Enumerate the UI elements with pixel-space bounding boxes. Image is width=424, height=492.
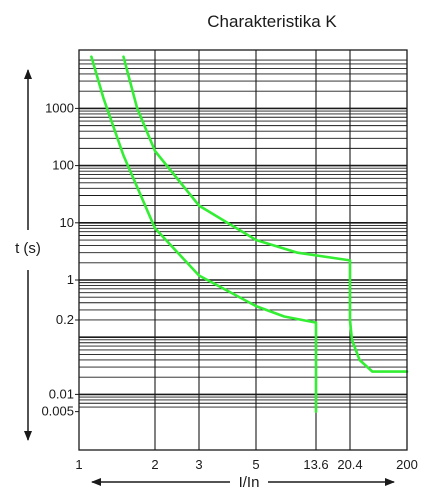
x-axis-label: I/In — [239, 474, 260, 491]
y-tick-label: 1000 — [45, 100, 74, 115]
x-tick-label: 3 — [195, 457, 202, 472]
curves — [90, 55, 409, 413]
x-tick-label: 1 — [75, 457, 82, 472]
chart-title: Charakteristika K — [207, 12, 337, 31]
x-tick-label: 20.4 — [337, 457, 362, 472]
x-tick-labels: 1 2 3 5 13.6 20.4 200 — [75, 457, 417, 472]
x-tick-label: 5 — [252, 457, 259, 472]
curve-upper-bound — [122, 55, 409, 373]
y-tick-label: 1 — [67, 272, 74, 287]
x-tick-label: 2 — [151, 457, 158, 472]
y-tick-label: 10 — [60, 215, 74, 230]
y-axis-label: t (s) — [15, 240, 41, 257]
y-tick-label: 0.2 — [56, 312, 74, 327]
grid — [75, 50, 407, 450]
y-tick-label: 0.005 — [41, 404, 74, 419]
x-tick-label: 13.6 — [303, 457, 328, 472]
y-tick-label: 100 — [52, 158, 74, 173]
plot-frame — [78, 49, 408, 451]
curve-lower-bound — [90, 55, 318, 413]
x-tick-label: 200 — [396, 457, 418, 472]
y-tick-labels: 1000 100 10 1 0.2 0.01 0.005 — [41, 100, 74, 418]
y-tick-label: 0.01 — [49, 386, 74, 401]
